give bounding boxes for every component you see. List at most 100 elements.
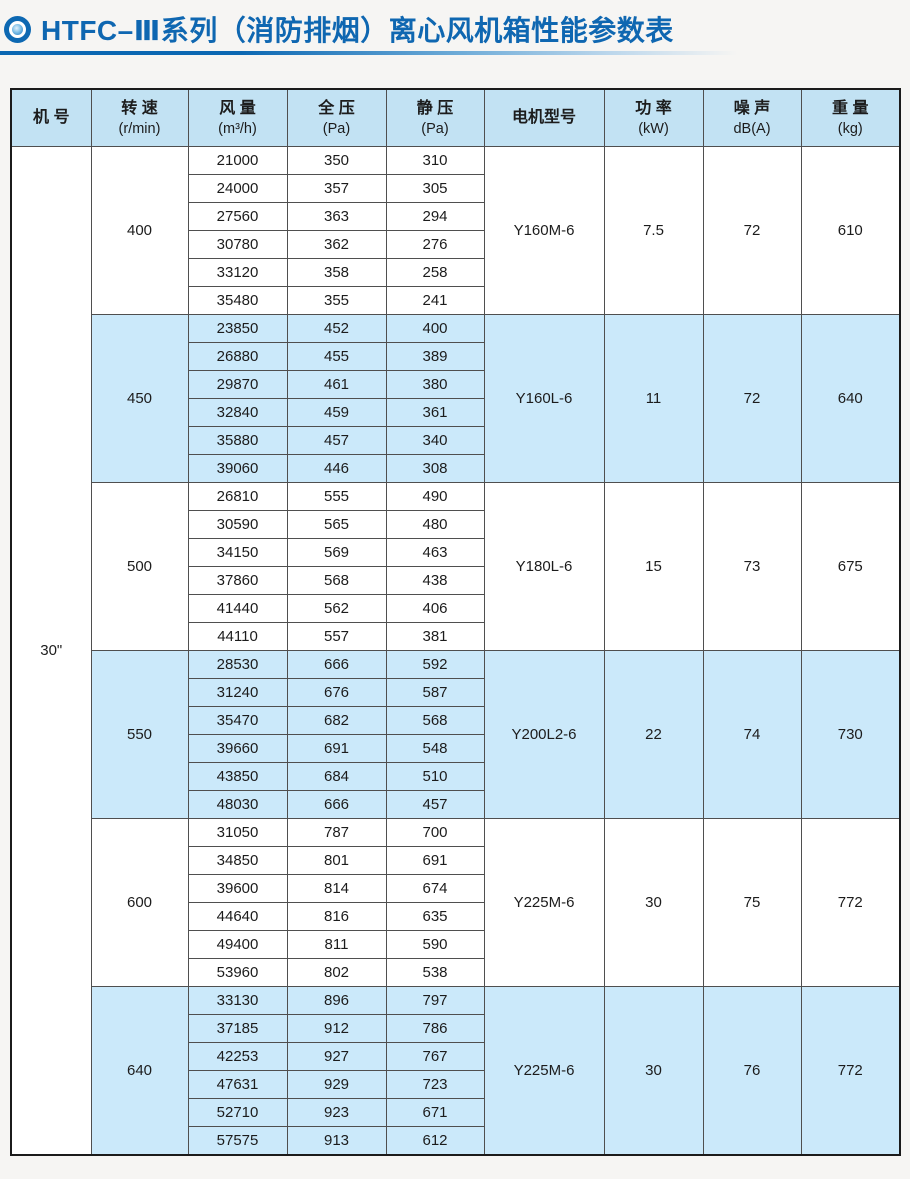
cell-static-pressure: 767 — [385, 1042, 485, 1071]
cell-air-volume: 29870 — [187, 370, 288, 399]
col-header-power: 功 率 (kW) — [603, 88, 704, 147]
col-header-label: 重 量 — [832, 99, 869, 117]
concentric-circles-bullet-icon — [4, 15, 31, 43]
cell-air-volume: 32840 — [187, 398, 288, 427]
cell-total-pressure: 461 — [286, 370, 387, 399]
cell-static-pressure: 463 — [385, 538, 485, 567]
cell-air-volume: 26810 — [187, 482, 288, 511]
data-row: 34150 569 463 — [11, 538, 900, 567]
cell-weight: 772 — [800, 818, 901, 987]
data-row: 35480 355 241 — [11, 286, 900, 315]
cell-air-volume: 39660 — [187, 734, 288, 763]
cell-air-volume: 37185 — [187, 1014, 288, 1043]
cell-static-pressure: 548 — [385, 734, 485, 763]
cell-weight: 675 — [800, 482, 901, 651]
cell-total-pressure: 350 — [286, 146, 387, 175]
cell-total-pressure: 684 — [286, 762, 387, 791]
cell-noise: 73 — [702, 482, 802, 651]
cell-air-volume: 33120 — [187, 258, 288, 287]
cell-speed: 450 — [90, 314, 189, 483]
cell-static-pressure: 674 — [385, 874, 485, 903]
col-header-machine-number: 机 号 — [10, 88, 92, 147]
cell-total-pressure: 459 — [286, 398, 387, 427]
cell-static-pressure: 438 — [385, 566, 485, 595]
cell-air-volume: 27560 — [187, 202, 288, 231]
cell-air-volume: 31050 — [187, 818, 288, 847]
cell-speed: 640 — [90, 986, 189, 1155]
cell-power: 30 — [603, 818, 704, 987]
cell-air-volume: 30780 — [187, 230, 288, 259]
cell-static-pressure: 294 — [385, 202, 485, 231]
cell-static-pressure: 592 — [385, 650, 485, 679]
col-header-unit: (Pa) — [322, 120, 351, 137]
cell-air-volume: 34150 — [187, 538, 288, 567]
data-row: 550 28530 666 592 Y200L2-6 22 74 730 — [11, 650, 901, 819]
cell-motor-model: Y225M-6 — [483, 986, 605, 1155]
cell-total-pressure: 816 — [286, 902, 387, 931]
cell-total-pressure: 455 — [286, 342, 387, 371]
cell-total-pressure: 912 — [286, 1014, 387, 1043]
data-row: 42253 927 767 — [11, 1042, 900, 1071]
cell-air-volume: 48030 — [187, 790, 288, 819]
cell-static-pressure: 587 — [385, 678, 485, 707]
cell-power: 30 — [603, 986, 704, 1155]
col-header-unit: (kg) — [837, 120, 863, 137]
data-row: 35880 457 340 — [11, 426, 900, 455]
data-row: 32840 459 361 — [11, 398, 900, 427]
cell-air-volume: 49400 — [187, 930, 288, 959]
cell-air-volume: 57575 — [187, 1126, 288, 1155]
cell-static-pressure: 671 — [385, 1098, 485, 1127]
cell-total-pressure: 562 — [286, 594, 387, 623]
cell-total-pressure: 896 — [286, 986, 387, 1015]
cell-total-pressure: 923 — [286, 1098, 387, 1127]
data-row: 53960 802 538 — [11, 958, 900, 987]
cell-air-volume: 31240 — [187, 678, 288, 707]
page-title: HTFC–Ⅲ系列（消防排烟）离心风机箱性能参数表 — [41, 15, 674, 46]
cell-weight: 772 — [800, 986, 901, 1155]
data-row: 43850 684 510 — [11, 762, 900, 791]
cell-air-volume: 35470 — [187, 706, 288, 735]
cell-air-volume: 41440 — [187, 594, 288, 623]
data-row: 30780 362 276 — [11, 230, 900, 259]
col-header-label: 静 压 — [416, 99, 454, 117]
col-header-weight: 重 量 (kg) — [800, 88, 901, 147]
cell-total-pressure: 457 — [286, 426, 387, 455]
cell-static-pressure: 691 — [385, 846, 485, 875]
data-row: 34850 801 691 — [11, 846, 900, 875]
table-body: 30" 400 21000 350 310 Y160M-6 7.5 72 610 24000 357… — [10, 146, 901, 1155]
cell-air-volume: 53960 — [187, 958, 288, 987]
cell-air-volume: 47631 — [187, 1070, 288, 1099]
cell-power: 22 — [603, 650, 704, 819]
col-header-unit: (r/min) — [118, 120, 161, 137]
cell-static-pressure: 241 — [385, 286, 485, 315]
cell-air-volume: 43850 — [187, 762, 288, 791]
cell-air-volume: 23850 — [187, 314, 288, 343]
cell-speed: 500 — [90, 482, 189, 651]
data-row: 600 31050 787 700 Y225M-6 30 75 772 — [11, 818, 901, 987]
cell-total-pressure: 555 — [286, 482, 387, 511]
data-row: 27560 363 294 — [11, 202, 900, 231]
cell-static-pressure: 635 — [385, 902, 485, 931]
cell-air-volume: 35480 — [187, 286, 288, 315]
cell-motor-model: Y200L2-6 — [483, 650, 605, 819]
cell-total-pressure: 355 — [286, 286, 387, 315]
cell-static-pressure: 510 — [385, 762, 485, 791]
cell-air-volume: 39600 — [187, 874, 288, 903]
col-header-unit: (kW) — [638, 120, 669, 137]
cell-air-volume: 39060 — [187, 454, 288, 483]
cell-total-pressure: 357 — [286, 174, 387, 203]
cell-total-pressure: 565 — [286, 510, 387, 539]
cell-air-volume: 24000 — [187, 174, 288, 203]
cell-air-volume: 30590 — [187, 510, 288, 539]
cell-air-volume: 28530 — [187, 650, 288, 679]
cell-total-pressure: 362 — [286, 230, 387, 259]
cell-total-pressure: 666 — [286, 650, 387, 679]
col-header-unit: dB(A) — [733, 120, 771, 137]
cell-total-pressure: 811 — [286, 930, 387, 959]
cell-static-pressure: 276 — [385, 230, 485, 259]
cell-static-pressure: 797 — [385, 986, 485, 1015]
col-header-label: 转 速 — [121, 99, 158, 117]
cell-total-pressure: 929 — [286, 1070, 387, 1099]
cell-air-volume: 44640 — [187, 902, 288, 931]
